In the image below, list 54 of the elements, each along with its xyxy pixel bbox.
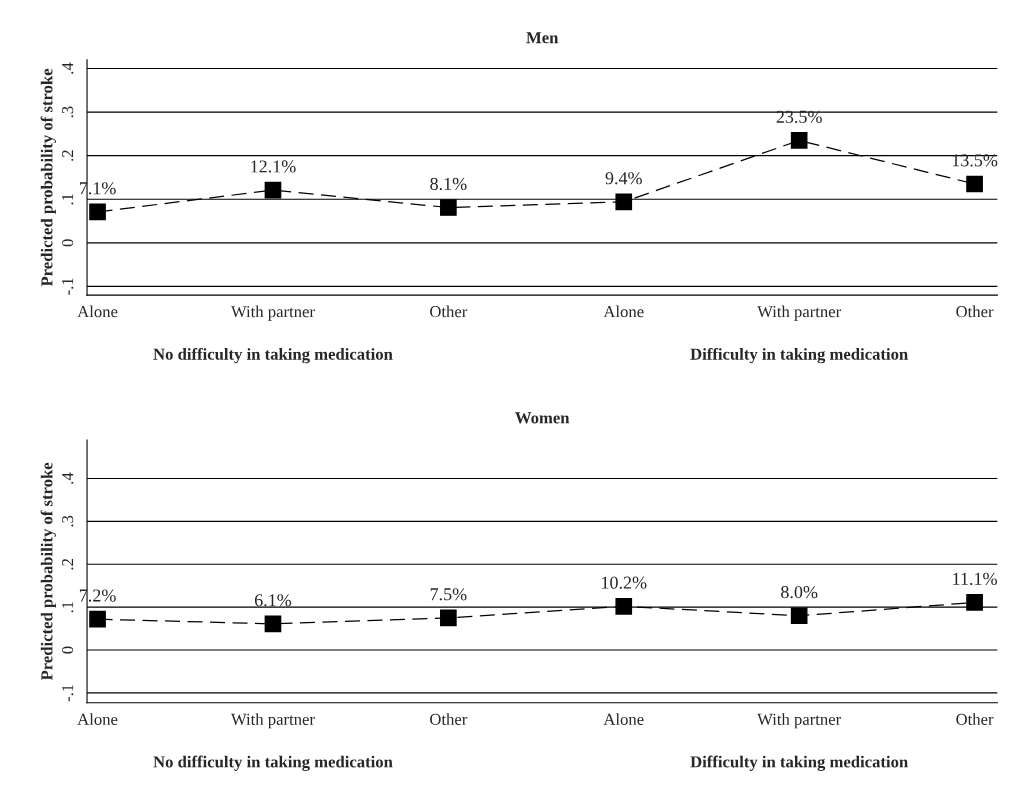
y-tick-label: 0 [61, 239, 74, 247]
x-tick-label: With partner [757, 713, 842, 729]
data-label: 11.1% [953, 572, 997, 585]
x-tick-label: With partner [230, 305, 315, 321]
data-label: 7.5% [430, 588, 467, 601]
y-tick-label: .3 [62, 106, 74, 118]
x-tick-label: Other [956, 713, 994, 725]
y-tick-label: .2 [62, 150, 74, 161]
y-tick-label: 0 [61, 646, 74, 654]
point [89, 610, 106, 628]
chart-title: Men [526, 32, 559, 44]
chart-title: Women [515, 412, 570, 424]
text: Difficulty in taking medication [690, 755, 908, 771]
data-label: 10.2% [602, 576, 647, 589]
y-tick-label: .2 [62, 558, 74, 570]
point [615, 193, 633, 211]
y-tick-label: -.1 [62, 684, 74, 702]
data-label: 13.5% [952, 154, 998, 167]
data-label: 8.1% [430, 177, 467, 191]
point [89, 203, 106, 221]
point [264, 615, 282, 633]
x-tick-label: Alone [77, 305, 118, 318]
x-tick-label: Other [430, 713, 468, 725]
x-tick-label: Alone [603, 713, 644, 725]
data-label: 12.1% [251, 160, 296, 173]
x-tick-label: Other [956, 305, 994, 318]
x-tick-label: With partner [230, 713, 315, 729]
x-tick-label: With partner [757, 305, 842, 321]
y-tick-label: .3 [62, 515, 74, 527]
y-tick-label: .1 [62, 601, 74, 613]
data-label: 9.4% [605, 172, 642, 185]
data-label: 8.0% [781, 586, 818, 599]
point [966, 594, 983, 611]
point [615, 597, 633, 615]
text: Difficulty in taking medication [690, 347, 908, 364]
data-label: 6.1% [254, 594, 292, 607]
y-tick-label: .1 [62, 194, 74, 205]
y-tick-label: .4 [62, 472, 74, 484]
point [790, 607, 808, 625]
point [966, 175, 983, 193]
data-label: 23.5% [776, 110, 822, 123]
x-tick-label: Other [430, 305, 468, 318]
point [440, 609, 457, 627]
y-axis-title: Predicted probability of stroke [40, 462, 56, 681]
point [440, 199, 457, 216]
y-tick-label: -.1 [62, 278, 74, 295]
point [264, 181, 282, 199]
text: No difficulty in taking medication [153, 347, 393, 364]
point [790, 132, 808, 149]
text: No difficulty in taking medication [153, 755, 393, 771]
y-axis-title: Predicted probability of stroke [40, 68, 56, 287]
y-tick-label: .4 [62, 62, 74, 74]
x-tick-label: Alone [603, 305, 644, 318]
x-tick-label: Alone [77, 713, 118, 725]
